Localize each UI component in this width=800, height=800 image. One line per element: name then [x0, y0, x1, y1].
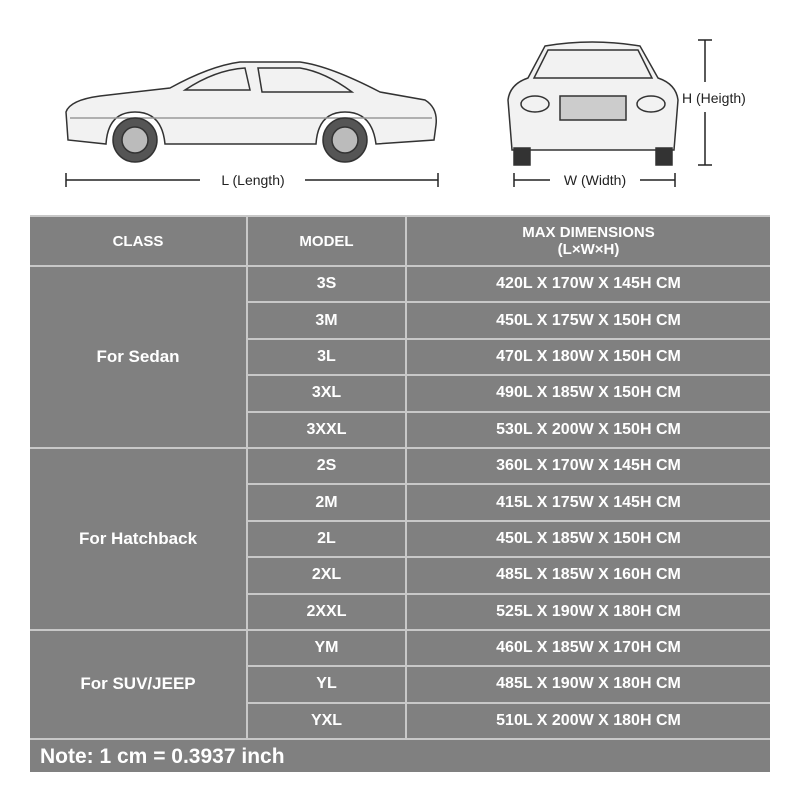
model-cell: YL	[247, 665, 407, 704]
length-label: L (Length)	[221, 172, 284, 188]
table-header-row: CLASS MODEL MAX DIMENSIONS (L×W×H)	[30, 215, 770, 267]
dimensions-cell: 510L X 200W X 180H CM	[405, 701, 770, 741]
model-cell: 2XL	[247, 556, 407, 595]
model-cell: 3M	[247, 301, 407, 340]
table-row: YXL 510L X 200W X 180H CM	[30, 701, 770, 741]
class-cell: For Hatchback	[30, 446, 248, 631]
dimensions-cell: 530L X 200W X 150H CM	[405, 410, 770, 449]
dimensions-cell: 485L X 190W X 180H CM	[405, 665, 770, 704]
table-row: For SUV/JEEP YM 460L X 185W X 170H CM	[30, 628, 770, 741]
width-dimension	[513, 173, 676, 187]
height-dimension	[698, 39, 712, 166]
dimensions-cell: 360L X 170W X 145H CM	[405, 446, 770, 486]
dimensions-cell: 415L X 175W X 145H CM	[405, 483, 770, 522]
table-row: 2XXL 525L X 190W X 180H CM	[30, 592, 770, 631]
class-cell: For Sedan	[30, 265, 248, 449]
table-row: 3XL 490L X 185W X 150H CM	[30, 374, 770, 413]
model-cell: 2S	[246, 446, 407, 486]
model-cell: 2M	[247, 483, 407, 522]
dimensions-cell: 450L X 175W X 150H CM	[405, 301, 770, 340]
car-dimension-diagram: L (Length) W (Width) H (Heigth)	[65, 39, 746, 188]
table-row: 2XL 485L X 185W X 160H CM	[30, 556, 770, 595]
header-model: MODEL	[246, 215, 407, 267]
table-row: For Hatchback 2S 360L X 170W X 145H CM	[30, 446, 770, 631]
model-cell: YM	[246, 628, 407, 668]
width-label: W (Width)	[564, 172, 626, 188]
dimensions-cell: 490L X 185W X 150H CM	[405, 374, 770, 413]
dimensions-cell: 450L X 185W X 150H CM	[405, 519, 770, 559]
dimensions-cell: 485L X 185W X 160H CM	[405, 556, 770, 595]
header-class: CLASS	[30, 215, 248, 267]
table-row: 2L 450L X 185W X 150H CM	[30, 519, 770, 559]
sedan-front-view	[507, 41, 679, 166]
height-label: H (Heigth)	[682, 90, 746, 106]
model-cell: YXL	[247, 701, 407, 741]
table-row: 2M 415L X 175W X 145H CM	[30, 483, 770, 522]
length-dimension	[65, 173, 439, 187]
table-row: 3M 450L X 175W X 150H CM	[30, 301, 770, 340]
model-cell: 2L	[247, 519, 407, 559]
dimensions-cell: 525L X 190W X 180H CM	[405, 592, 770, 631]
dimensions-cell: 460L X 185W X 170H CM	[405, 628, 770, 668]
dimensions-cell: 420L X 170W X 145H CM	[405, 264, 770, 304]
model-cell: 3XL	[247, 374, 407, 413]
dimensions-cell: 470L X 180W X 150H CM	[405, 337, 770, 377]
model-cell: 3L	[247, 337, 407, 377]
model-cell: 3XXL	[247, 410, 407, 449]
table-row: YL 485L X 190W X 180H CM	[30, 665, 770, 704]
table-row: 3XXL 530L X 200W X 150H CM	[30, 410, 770, 449]
table-row: For Sedan 3S 420L X 170W X 145H CM	[30, 264, 770, 449]
model-cell: 3S	[246, 264, 407, 304]
model-cell: 2XXL	[247, 592, 407, 631]
sedan-side-view	[65, 61, 438, 163]
header-dimensions: MAX DIMENSIONS (L×W×H)	[405, 215, 770, 267]
table-row: 3L 470L X 180W X 150H CM	[30, 337, 770, 377]
class-cell: For SUV/JEEP	[30, 628, 248, 741]
size-chart-table: CLASS MODEL MAX DIMENSIONS (L×W×H) For Se…	[30, 215, 770, 741]
conversion-note: Note: 1 cm = 0.3937 inch	[30, 738, 770, 772]
